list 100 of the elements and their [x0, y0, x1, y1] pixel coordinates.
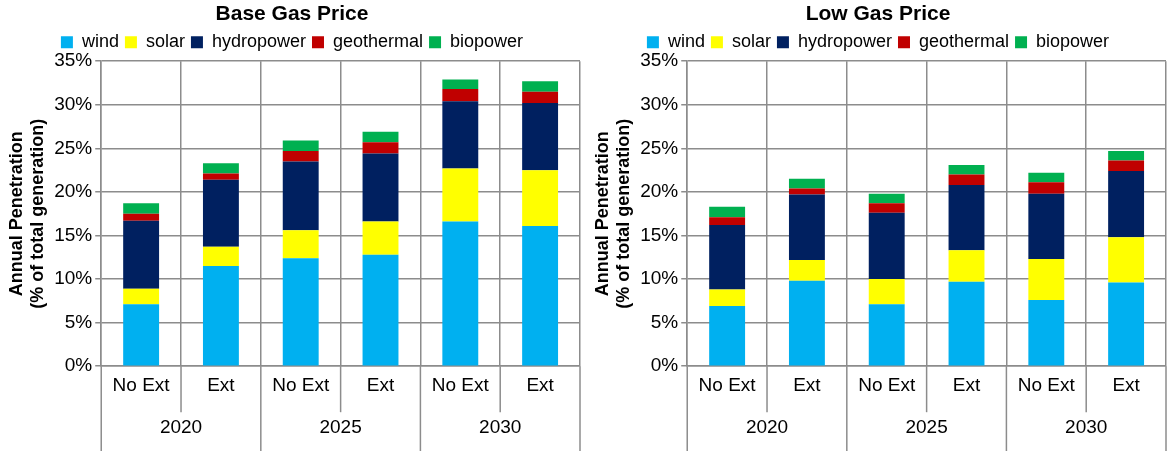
y-tick-label: 20%: [640, 180, 679, 202]
bar: [709, 217, 746, 226]
bar: [282, 258, 319, 366]
bar: [522, 225, 559, 366]
bar: [522, 103, 559, 171]
y-tick-label: 5%: [64, 310, 93, 332]
x-tick-label: Ext: [526, 373, 555, 395]
bar: [709, 225, 746, 290]
bar: [868, 212, 905, 280]
bar: [202, 246, 239, 266]
bar: [362, 142, 399, 154]
bar: [868, 203, 905, 213]
bar: [362, 131, 399, 143]
y-tick-label: 0%: [64, 354, 93, 376]
bar: [1028, 182, 1065, 194]
text: 2025: [905, 416, 948, 438]
x-tick-label: No Ext: [431, 373, 490, 395]
bar: [442, 168, 479, 222]
chart-title: Base Gas Price: [215, 1, 369, 25]
bar: [123, 304, 160, 366]
bar: [522, 81, 559, 92]
x-tick-label: No Ext: [858, 373, 916, 395]
legend-label: geothermal: [332, 31, 424, 52]
x-tick-label: No Ext: [272, 373, 330, 395]
bar: [1108, 160, 1145, 171]
legend-label: wind: [80, 31, 119, 52]
text: 2020: [745, 416, 789, 438]
x-tick-label: Ext: [207, 373, 236, 395]
y-tick-label: 20%: [54, 180, 93, 202]
legend-label: biopower: [1036, 31, 1110, 52]
bar: [709, 306, 746, 366]
bar: [788, 188, 825, 195]
bar: [123, 220, 160, 289]
bar: [788, 178, 825, 189]
bar: [868, 193, 905, 204]
bar: [522, 91, 559, 104]
legend-label: solar: [145, 31, 185, 52]
bar: [1108, 237, 1145, 283]
bar: [123, 203, 160, 214]
bar: [362, 153, 399, 222]
bar: [788, 194, 825, 260]
bar: [442, 221, 479, 366]
bar: [868, 304, 905, 366]
legend-label: solar: [731, 31, 771, 52]
bar: [948, 174, 985, 185]
y-tick-label: 15%: [54, 223, 93, 245]
bar: [788, 280, 825, 366]
x-tick-label: Ext: [793, 373, 822, 395]
bar: [282, 140, 319, 151]
legend-label: hydropower: [797, 31, 892, 52]
y-tick-label: 30%: [54, 93, 93, 115]
y-tick-label: 35%: [640, 49, 679, 71]
y-axis-title: Annual Penetration (% of total generation): [5, 118, 48, 309]
bar: [123, 213, 160, 221]
y-tick-label: 15%: [640, 223, 679, 245]
bar: [282, 161, 319, 231]
bar: [202, 179, 239, 247]
y-tick-label: 0%: [650, 354, 679, 376]
bar: [1028, 172, 1065, 183]
text: 2030: [1065, 416, 1108, 438]
bar: [948, 184, 985, 251]
y-tick-label: 10%: [54, 267, 93, 289]
bar: [948, 250, 985, 282]
x-tick-label: No Ext: [112, 373, 171, 395]
bar: [362, 254, 399, 366]
bar: [868, 279, 905, 305]
text: 2030: [479, 416, 522, 438]
text: 2025: [319, 416, 362, 438]
x-tick-label: Ext: [1112, 373, 1141, 395]
y-tick-label: 30%: [640, 93, 679, 115]
x-tick-label: Ext: [366, 373, 395, 395]
bar: [202, 265, 239, 366]
bar: [1108, 282, 1145, 366]
bar: [282, 230, 319, 259]
bar: [1108, 171, 1145, 238]
bar: [442, 89, 479, 102]
bar: [709, 206, 746, 218]
bar: [522, 170, 559, 226]
y-tick-label: 35%: [54, 49, 93, 71]
legend-label: wind: [666, 31, 705, 52]
text: 2020: [159, 416, 203, 438]
y-tick-label: 5%: [650, 310, 679, 332]
bar: [709, 289, 746, 307]
bar: [1028, 259, 1065, 300]
chart-title: Low Gas Price: [805, 1, 951, 25]
y-axis-title: Annual Penetration (% of total generation): [591, 118, 634, 309]
bar: [1028, 299, 1065, 366]
legend-label: geothermal: [918, 31, 1010, 52]
bar: [948, 281, 985, 366]
bar: [362, 221, 399, 255]
x-tick-label: No Ext: [698, 373, 757, 395]
bar: [948, 164, 985, 175]
y-tick-label: 25%: [640, 136, 679, 158]
legend-label: biopower: [450, 31, 524, 52]
bar: [202, 173, 239, 180]
bar: [1028, 193, 1065, 260]
bar: [788, 259, 825, 281]
bar: [202, 163, 239, 174]
bar: [123, 288, 160, 305]
x-tick-label: Ext: [952, 373, 981, 395]
